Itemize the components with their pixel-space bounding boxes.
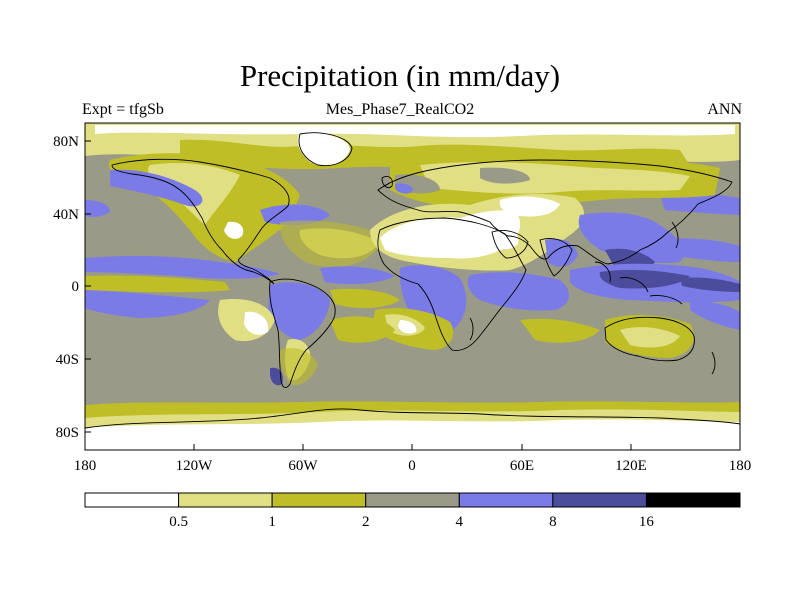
legend-swatch [458,492,554,508]
lon-label: 180 [729,458,752,474]
north-atlantic-storm [260,204,330,226]
patagonia-wet [270,367,283,386]
legend-label: 4 [456,514,464,530]
outline-eurasia [377,159,733,265]
central-asia-desert [499,196,560,217]
legend-swatch [178,492,273,508]
south-atlantic-dry [330,316,395,343]
outline-australia [604,316,695,362]
sahara-desert [380,210,521,259]
map-field [85,123,740,450]
outline-antarctica [85,408,740,429]
legend-label: 16 [639,514,655,530]
lat-label: 80S [56,425,79,441]
warm-pool-core [599,269,690,289]
itcz-east-pacific [85,255,280,279]
south-indian-dry [520,318,600,343]
siberia-wet [480,167,530,184]
season-label: ANN [707,101,742,118]
outline-greenland [298,132,353,167]
outline-arabia [491,230,529,259]
legend-swatch [271,492,367,508]
lon-label: 180 [74,458,97,474]
plot-title: Precipitation (in mm/day) [239,58,561,93]
pacific-north-wet [650,238,740,262]
outline-south-america [269,278,336,388]
outline-north-america [111,158,290,285]
se-pacific-desert [244,311,269,335]
color-legend [84,492,741,508]
outline-africa [377,217,527,351]
legend-label: 1 [268,514,276,530]
us-southwest-dry [224,221,244,239]
itcz-pacific-south [85,290,210,318]
lon-label: 0 [408,458,416,474]
outline-india [539,238,573,277]
lon-label: 60W [288,458,318,474]
axes [85,140,632,450]
outline-japan [671,221,679,249]
outline-madagascar [469,317,474,341]
south-pacific-gray [500,378,690,395]
lat-label: 40S [56,352,79,368]
antarctica-desert [85,419,740,450]
experiment-label: Expt = tfgSb [82,101,164,118]
color-legend-labels: 0.5 1 2 4 8 16 [169,514,654,530]
australia-desert [620,327,680,348]
itcz-atlantic [320,266,395,284]
lat-label: 40N [53,207,79,223]
lat-label: 0 [72,279,80,295]
atlantic-equatorial-dry [330,288,400,309]
plot-subtitle: Mes_Phase7_RealCO2 [325,101,475,118]
outline-british-isles [381,175,393,189]
lon-label: 120E [615,458,647,474]
arabia-desert [494,228,519,250]
legend-swatch [84,492,180,508]
legend-swatch [365,492,460,508]
legend-label: 8 [549,514,557,530]
greenland-dry [297,132,350,166]
south-america-south-yellow [279,348,318,386]
north-atlantic-yellow [279,220,385,268]
amazon-wet [268,282,330,340]
north-pacific-storm-track [110,169,203,207]
north-pacific-storm-track-east [660,192,740,215]
spcz [690,300,740,330]
namibia-desert [398,320,417,334]
outline-southeast-asia [594,261,683,305]
pacific-west-storm [85,200,110,217]
itcz-equatorial-dry [85,275,230,293]
legend-label: 0.5 [169,514,188,530]
arctic-white [95,125,735,138]
lon-label: 60E [510,458,534,474]
land-outlines [85,132,740,429]
legend-label: 2 [362,514,370,530]
legend-swatch [552,492,647,508]
outline-new-zealand [711,351,716,375]
legend-swatch [645,492,741,508]
europe-storm [395,183,413,194]
pacific-warm-east [680,277,740,292]
lat-label: 80N [53,134,79,150]
lon-label: 120W [176,458,214,474]
indian-ocean-wet [467,272,570,311]
